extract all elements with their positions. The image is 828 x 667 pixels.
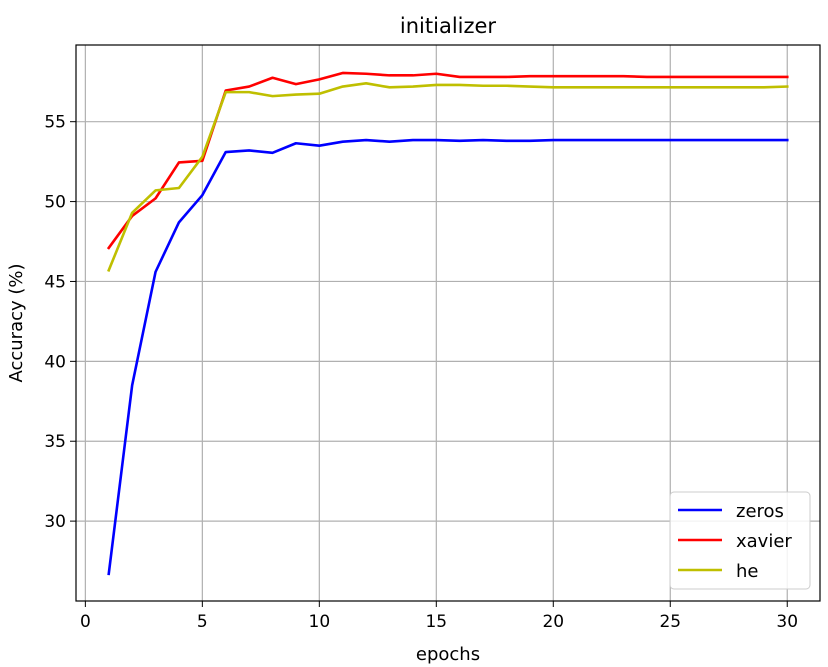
legend-label-zeros: zeros [736,501,784,522]
plot-frame [75,44,821,602]
x-axis-label: epochs [416,644,480,665]
y-tick-label: 55 [44,113,66,133]
y-tick-label: 45 [44,272,66,292]
legend-label-he: he [736,561,758,582]
x-tick-label: 10 [309,612,331,632]
y-axis-label: Accuracy (%) [6,263,27,382]
y-tick-label: 30 [44,512,66,532]
series-line-zeros [107,138,789,576]
x-tick-label: 25 [659,612,681,632]
x-tick-label: 30 [776,612,798,632]
y-tick-label: 50 [44,193,66,213]
x-tick-label: 20 [542,612,564,632]
legend-box [669,491,811,590]
y-tick-label: 40 [44,352,66,372]
y-tick-label: 35 [44,432,66,452]
series-line-he [107,82,789,272]
x-tick-label: 5 [197,612,208,632]
chart-title: initializer [400,14,497,38]
legend: zeros xavier he [669,491,811,590]
x-tick-label: 15 [425,612,447,632]
legend-label-xavier: xavier [736,531,792,552]
grid-layer [76,45,820,601]
x-tick-label: 0 [80,612,91,632]
series-layer [106,71,789,576]
tick-layer: 0 5 10 15 20 25 30 30 35 40 45 50 55 [44,113,798,632]
